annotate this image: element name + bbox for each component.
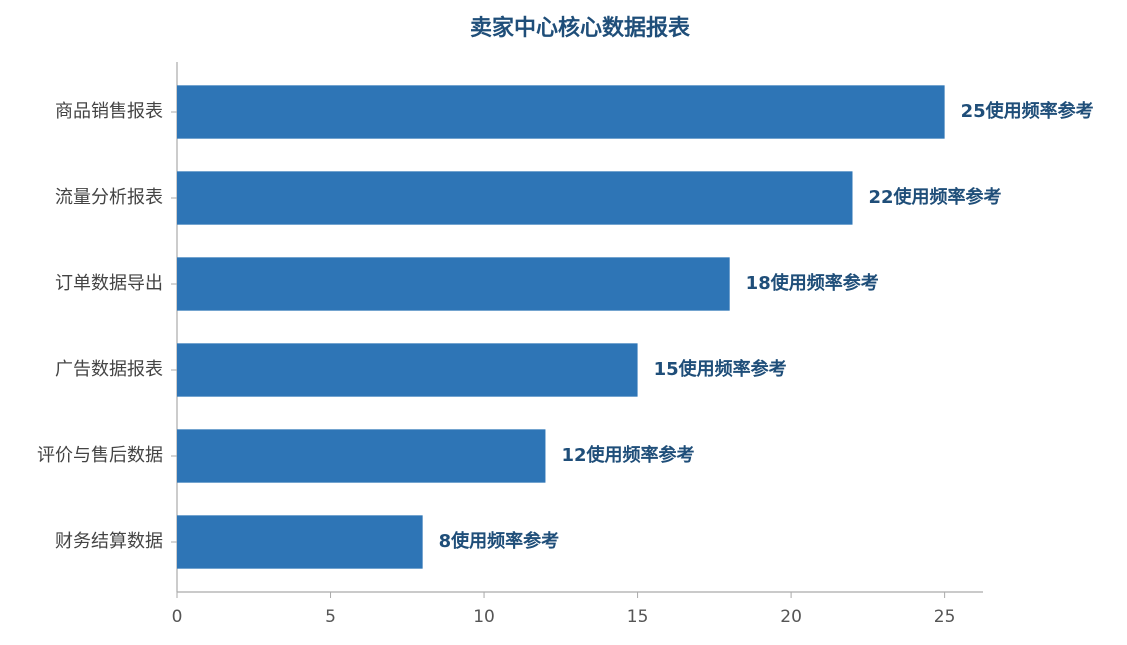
chart-title: 卖家中心核心数据报表 <box>470 15 691 41</box>
y-tick-label: 流量分析报表 <box>55 187 163 208</box>
x-tick-label: 25 <box>934 607 956 627</box>
x-tick-label: 5 <box>325 607 336 627</box>
value-label: 18使用频率参考 <box>746 272 879 294</box>
value-label: 12使用频率参考 <box>561 444 694 466</box>
value-label: 25使用频率参考 <box>961 100 1094 122</box>
x-tick-label: 15 <box>627 607 649 627</box>
x-tick-label: 20 <box>780 607 802 627</box>
value-label: 22使用频率参考 <box>869 186 1002 208</box>
y-tick-label: 订单数据导出 <box>55 273 163 294</box>
bar <box>177 85 945 139</box>
bar <box>177 429 546 483</box>
x-tick-label: 0 <box>172 607 183 627</box>
y-tick-label: 财务结算数据 <box>55 531 163 552</box>
bar <box>177 171 853 225</box>
y-tick-label: 评价与售后数据 <box>37 445 163 466</box>
bar <box>177 257 730 311</box>
y-tick-label: 广告数据报表 <box>55 359 163 380</box>
bar <box>177 343 638 397</box>
x-tick-label: 10 <box>473 607 495 627</box>
bar <box>177 515 423 569</box>
value-label: 15使用频率参考 <box>654 358 787 380</box>
y-tick-label: 商品销售报表 <box>55 101 163 122</box>
value-label: 8使用频率参考 <box>439 530 560 552</box>
